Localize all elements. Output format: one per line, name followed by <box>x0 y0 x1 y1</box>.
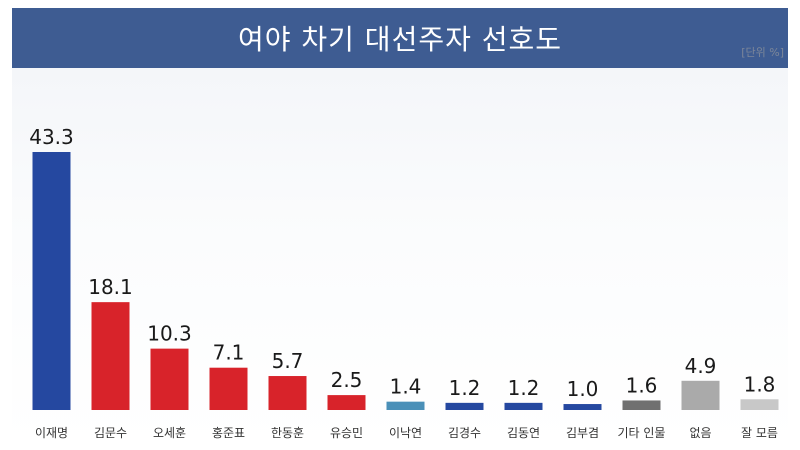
bar-오세훈 <box>150 348 189 410</box>
category-label: 없음 <box>689 426 711 440</box>
chart-title-bar: 여야 차기 대선주자 선호도 <box>12 8 788 68</box>
value-label: 1.2 <box>449 376 481 400</box>
bar-홍준표 <box>209 367 248 410</box>
plot-background <box>12 68 788 446</box>
category-label: 이낙연 <box>389 426 422 440</box>
unit-note: [단위 %] <box>741 46 784 59</box>
bar-김문수 <box>91 302 130 410</box>
category-label: 홍준표 <box>212 426 245 440</box>
bar-김경수 <box>445 402 484 410</box>
value-label: 1.2 <box>508 376 540 400</box>
bar-유승민 <box>327 395 366 410</box>
value-label: 1.4 <box>390 375 422 399</box>
bar-이낙연 <box>386 401 425 410</box>
value-label: 10.3 <box>147 322 192 346</box>
value-label: 2.5 <box>331 368 363 392</box>
value-label: 1.6 <box>626 373 658 397</box>
bar-잘 모름 <box>740 399 779 410</box>
category-label: 김경수 <box>448 426 481 440</box>
category-label: 잘 모름 <box>741 426 778 440</box>
value-label: 1.0 <box>567 377 599 401</box>
category-label: 김동연 <box>507 426 540 440</box>
bar-김부겸 <box>563 404 602 410</box>
category-label: 한동훈 <box>271 426 304 440</box>
category-label: 김문수 <box>94 426 127 440</box>
bar-chart: 43.3 이재명 18.1 김문수 10.3 오세훈 7.1 홍준표 5.7 한동훈 2.5 유승민 1… <box>29 125 779 440</box>
category-label: 이재명 <box>35 426 68 440</box>
value-label: 43.3 <box>29 125 74 149</box>
bar-기타 인물 <box>622 400 661 410</box>
value-label: 4.9 <box>685 354 717 378</box>
value-label: 1.8 <box>744 372 776 396</box>
value-label: 5.7 <box>272 349 304 373</box>
category-label: 기타 인물 <box>618 426 666 440</box>
category-label: 김부겸 <box>566 426 599 440</box>
bar-한동훈 <box>268 376 307 410</box>
category-label: 오세훈 <box>153 426 186 440</box>
value-label: 18.1 <box>88 275 133 299</box>
bar-없음 <box>681 380 720 410</box>
bar-이재명 <box>32 152 71 410</box>
category-label: 유승민 <box>330 426 363 440</box>
bar-김동연 <box>504 402 543 410</box>
value-label: 7.1 <box>213 341 245 365</box>
chart-title: 여야 차기 대선주자 선호도 <box>237 23 563 56</box>
